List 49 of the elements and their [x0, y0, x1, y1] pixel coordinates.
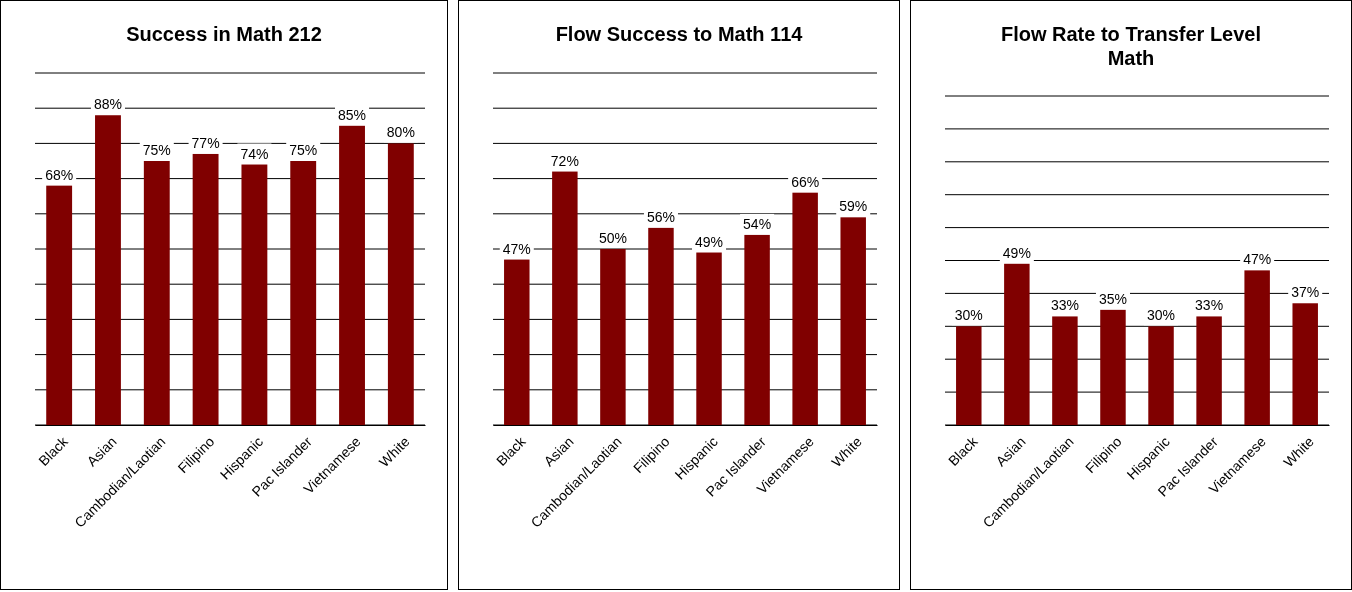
- bar: [956, 326, 982, 425]
- data-label: 75%: [142, 142, 171, 158]
- data-label: 35%: [1098, 290, 1127, 307]
- bar: [1292, 303, 1318, 425]
- data-label: 74%: [240, 145, 269, 162]
- bar: [600, 249, 626, 425]
- bar: [241, 164, 268, 425]
- bar: [504, 259, 530, 425]
- bar: [290, 161, 317, 425]
- bar: [1004, 263, 1030, 425]
- chart-title: Success in Math 212: [126, 23, 322, 45]
- data-label: 47%: [502, 240, 531, 257]
- bar: [552, 171, 578, 425]
- data-label: 49%: [1002, 244, 1031, 261]
- bar: [192, 153, 219, 425]
- data-label: 37%: [1291, 284, 1320, 301]
- data-label: 75%: [289, 142, 318, 158]
- bar: [339, 125, 365, 425]
- bar: [95, 115, 121, 425]
- bar: [1100, 309, 1126, 425]
- data-label: 33%: [1050, 297, 1079, 314]
- data-label: 33%: [1195, 297, 1224, 314]
- bar: [744, 234, 770, 425]
- data-label: 85%: [338, 106, 367, 123]
- bar: [1196, 316, 1222, 425]
- data-label: 80%: [386, 124, 415, 141]
- data-label: 72%: [550, 152, 579, 169]
- data-label: 88%: [93, 96, 122, 113]
- data-label: 56%: [646, 208, 675, 225]
- chart-title: Flow Success to Math 114: [555, 23, 804, 45]
- data-label: 59%: [839, 198, 868, 215]
- bar: [1052, 316, 1078, 425]
- chart-title: Flow Rate to Transfer Level Math: [1000, 23, 1262, 69]
- bar: [648, 227, 674, 425]
- data-label: 66%: [791, 173, 820, 190]
- data-label: 49%: [695, 233, 724, 250]
- data-label: 30%: [1147, 307, 1176, 324]
- data-label: 47%: [1243, 251, 1272, 268]
- bar: [1148, 326, 1174, 425]
- data-label: 68%: [45, 166, 74, 183]
- bar: [1244, 270, 1270, 425]
- bar: [387, 143, 414, 425]
- data-label: 54%: [743, 215, 772, 232]
- bar: [143, 161, 170, 425]
- data-label: 50%: [598, 230, 627, 246]
- bar: [792, 192, 818, 425]
- data-label: 30%: [954, 307, 983, 324]
- bar: [46, 185, 73, 425]
- data-label: 77%: [191, 134, 220, 151]
